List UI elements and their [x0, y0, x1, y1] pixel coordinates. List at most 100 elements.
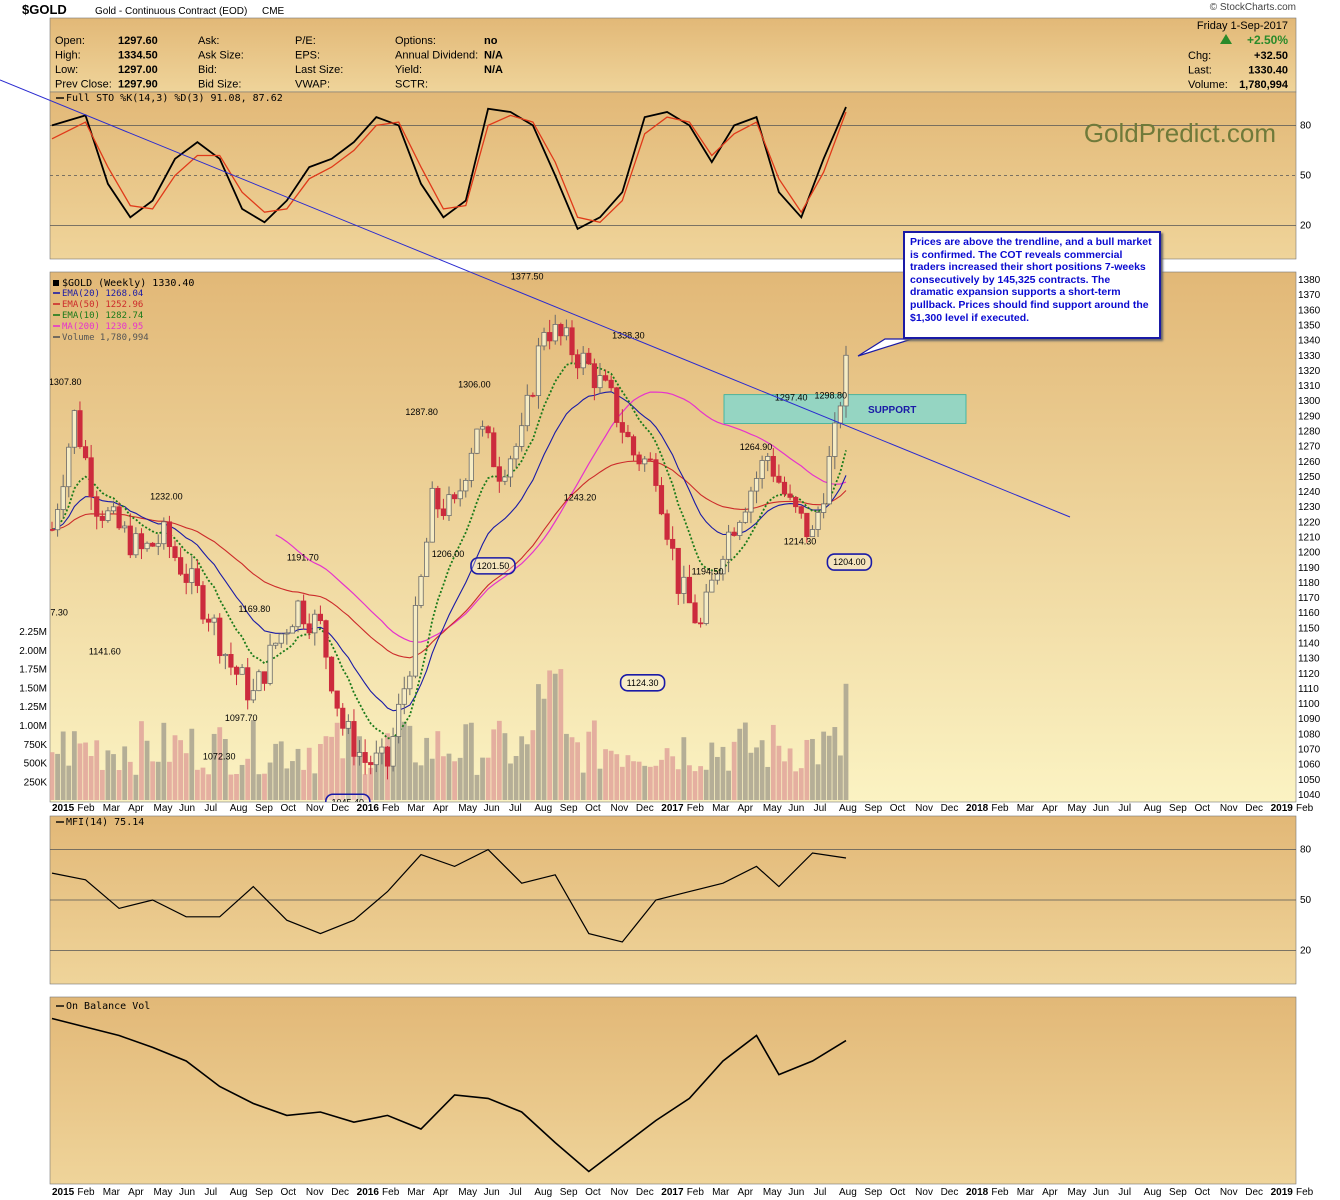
candle-body: [519, 425, 525, 447]
candle-body: [821, 503, 827, 513]
callout-pointer: [857, 338, 913, 357]
volume-bar: [452, 761, 457, 800]
price-annotation: 1377.50: [511, 271, 544, 281]
volume-bar: [457, 757, 463, 800]
x-tick-label: 2019: [1271, 1187, 1294, 1198]
sto-label: Full STO %K(14,3) %D(3) 91.08, 87.62: [66, 93, 283, 104]
volume-bar: [485, 757, 491, 800]
x-tick-label: Sep: [864, 1187, 882, 1198]
candle-body: [138, 533, 145, 550]
price-panel: 1307.80 1167.30 1141.60 1232.00 1072.30 1097.…: [19, 271, 1321, 803]
x-tick-label: Jun: [179, 1187, 195, 1198]
price-tick-label: 1370: [1298, 290, 1321, 301]
candle-body: [82, 446, 89, 459]
candle-body: [312, 613, 318, 634]
price-tick-label: 1170: [1298, 593, 1320, 604]
source-credit: © StockCharts.com: [1210, 2, 1296, 13]
price-annotation: 1194.50: [692, 566, 724, 576]
candle-body: [798, 506, 804, 514]
candle-body: [731, 531, 737, 536]
price-tick-label: 1300: [1298, 396, 1321, 407]
volume-bar: [748, 752, 754, 800]
x-tick-label: Feb: [1296, 1187, 1314, 1198]
volume-bar: [446, 753, 452, 800]
legend-swatch: [53, 280, 59, 286]
candle-body: [250, 690, 256, 701]
volume-bar: [127, 761, 133, 800]
candle-body: [379, 746, 385, 754]
x-tick-label: Oct: [280, 1187, 296, 1198]
volume-bar: [709, 742, 715, 800]
x-tick-label: Apr: [433, 803, 449, 814]
volume-bar: [295, 748, 301, 800]
candle-body: [468, 452, 474, 481]
candle-body: [586, 352, 592, 365]
candle-body: [776, 475, 782, 483]
candle-body: [99, 515, 105, 521]
price-tick-label: 1100: [1298, 699, 1320, 710]
volume-bar: [290, 761, 295, 800]
x-tick-label: Jul: [509, 803, 522, 814]
x-tick-label: May: [763, 803, 782, 814]
x-tick-label: Feb: [77, 803, 95, 814]
x-tick-label: Aug: [1144, 803, 1162, 814]
x-tick-label: Jul: [204, 1187, 217, 1198]
candle-body: [552, 324, 558, 342]
volume-bar: [88, 756, 94, 800]
price-annotation: 1232.00: [150, 492, 183, 502]
x-tick-label: Jul: [204, 803, 217, 814]
header-panel: [49, 17, 1297, 93]
volume-bar: [776, 745, 782, 800]
candle-body: [306, 623, 312, 634]
x-tick-label: Feb: [382, 803, 400, 814]
candle-body: [630, 436, 637, 456]
candle-body: [742, 511, 748, 523]
volume-bar: [71, 731, 77, 800]
volume-bar: [413, 762, 418, 800]
volume-bar: [206, 774, 211, 800]
volume-bar: [122, 746, 128, 800]
mfi-panel: 20 50 80 MFI(14) 75.14: [49, 815, 1312, 985]
quote-label: Bid Size:: [198, 79, 241, 91]
x-tick-label: May: [154, 1187, 173, 1198]
candle-body: [105, 510, 111, 521]
volume-bar: [815, 764, 821, 800]
x-tick-label: Mar: [1017, 803, 1035, 814]
price-tick-label: 1110: [1298, 684, 1319, 695]
candle-body: [116, 506, 122, 529]
volume-bar: [99, 769, 105, 800]
candle-body: [351, 721, 357, 757]
x-tick-label: 2016: [357, 803, 380, 814]
x-tick-label: Sep: [1169, 803, 1187, 814]
x-tick-label: Jun: [484, 803, 500, 814]
x-tick-label: Nov: [306, 803, 324, 814]
candle-body: [317, 613, 323, 622]
x-tick-label: Dec: [636, 1187, 654, 1198]
volume-bar: [720, 746, 726, 800]
candle-body: [150, 542, 156, 547]
volume-tick-label: 500K: [24, 759, 48, 770]
x-tick-label: Feb: [687, 1187, 705, 1198]
volume-bar: [810, 738, 815, 800]
volume-bar: [161, 722, 167, 800]
volume-bar: [60, 731, 66, 800]
candle-body: [228, 654, 234, 668]
x-tick-label: Mar: [103, 1187, 121, 1198]
price-annotation: 1264.90: [740, 442, 773, 452]
candle-body: [384, 746, 391, 767]
candle-body: [66, 446, 72, 488]
volume-bar: [111, 754, 116, 800]
price-annotation: 1072.30: [203, 752, 236, 762]
quote-label: P/E:: [295, 35, 316, 47]
candle-body: [446, 494, 452, 517]
quote-label: Volume:: [1188, 79, 1228, 91]
downtrend-line: [0, 79, 1071, 518]
volume-bar: [754, 747, 759, 800]
ema20-line: [51, 391, 847, 712]
candle-body: [563, 327, 570, 337]
volume-tick-label: 1.50M: [19, 683, 47, 694]
candle-body: [580, 352, 586, 369]
candle-body: [323, 620, 329, 658]
volume-bar: [608, 750, 614, 800]
